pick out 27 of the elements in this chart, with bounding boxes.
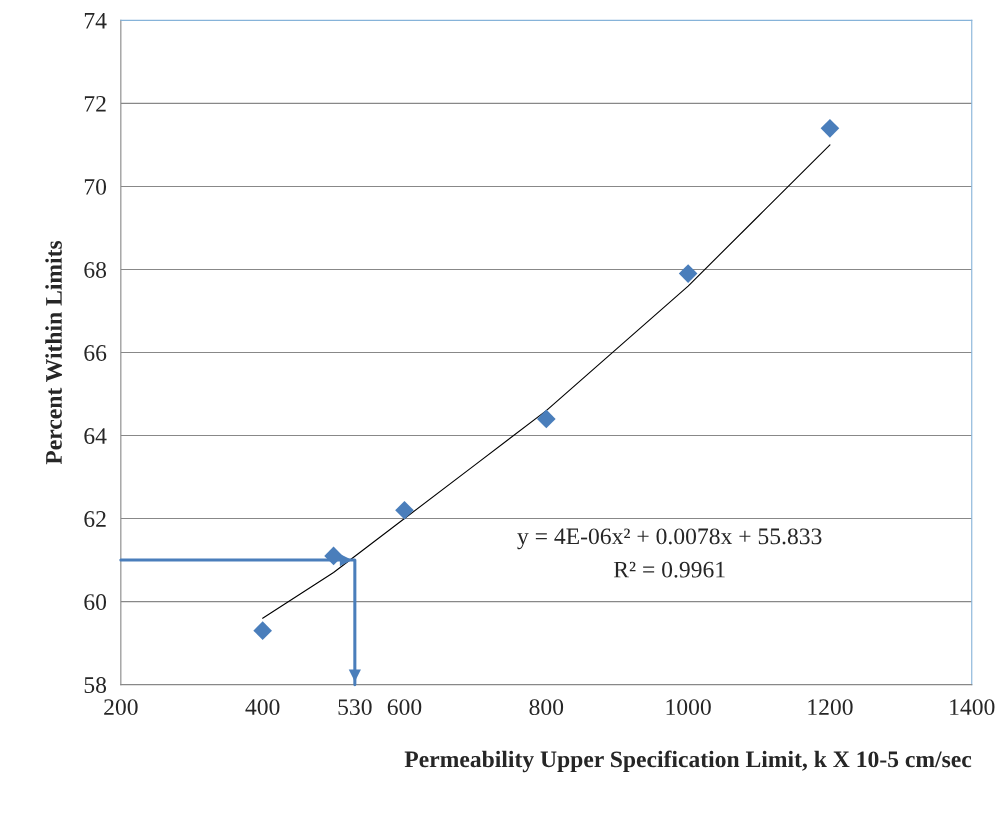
y-tick-label: 62 xyxy=(84,511,106,527)
y-tick-label: 64 xyxy=(84,428,107,444)
point xyxy=(678,264,698,283)
y-tick-label: 72 xyxy=(84,95,106,112)
y-tick-label: 66 xyxy=(84,345,107,361)
y-tick-label: 58 xyxy=(84,677,107,694)
x-tick-label: 1000 xyxy=(666,699,711,716)
point xyxy=(820,118,840,138)
x-tick-label: 530 xyxy=(338,699,372,716)
x-axis-title: Permeability Upper Specification Limit, k X 10-5 cm/sec xyxy=(404,750,972,773)
line-series xyxy=(262,144,831,619)
x-tick-label: 800 xyxy=(529,699,564,716)
x-tick-label: 600 xyxy=(387,699,422,716)
y-axis-title: Percent Within Limits xyxy=(45,240,62,465)
y-tick-label: 70 xyxy=(84,178,107,195)
x-tick-label: 200 xyxy=(104,699,138,716)
point xyxy=(536,409,556,429)
x-tick-label: 1400 xyxy=(950,699,995,716)
y-tick-label: 74 xyxy=(84,13,107,29)
annotation: R² = 0.9961 xyxy=(613,561,725,578)
y-tick-label: 60 xyxy=(84,594,107,610)
point xyxy=(395,500,414,520)
y-tick-label: 68 xyxy=(84,261,107,278)
point xyxy=(253,621,272,640)
annotation: y = 4E-06x² + 0.0078x + 55.833 xyxy=(517,528,822,550)
x-tick-label: 1200 xyxy=(808,699,853,716)
x-tick-label: 400 xyxy=(245,699,280,716)
